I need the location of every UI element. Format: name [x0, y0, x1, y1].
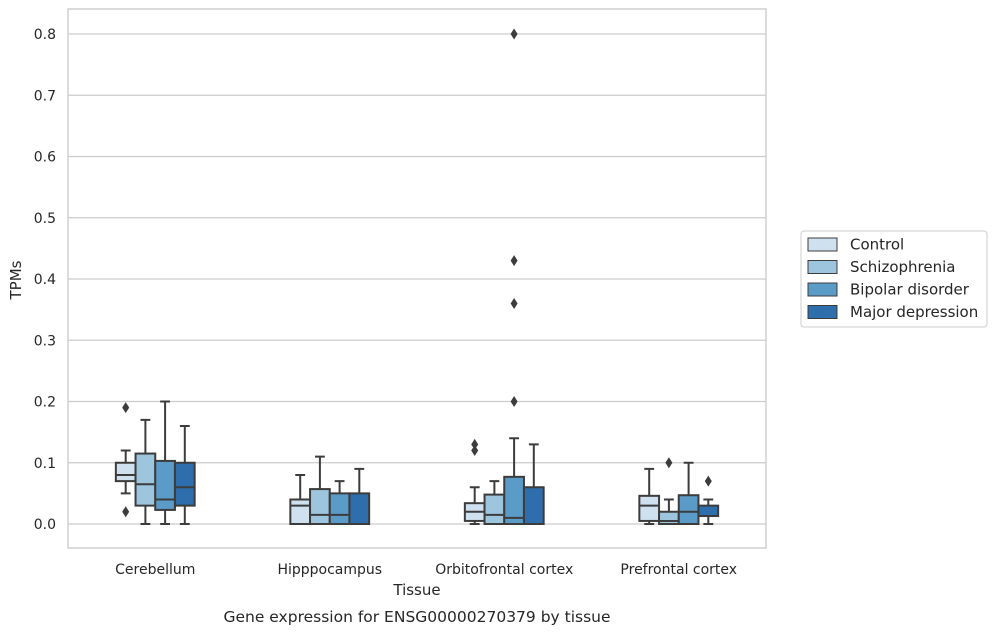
x-tick-label: Hipppocampus — [277, 562, 382, 578]
box-bipolar-disorder — [503, 28, 525, 525]
y-tick-label: 0.8 — [34, 27, 56, 43]
x-tick-label: Orbitofrontal cortex — [435, 562, 573, 578]
y-tick-label: 0.0 — [34, 517, 56, 533]
box-iqr — [173, 461, 196, 507]
outlier-marker — [122, 402, 130, 414]
box-schizophrenia — [658, 457, 680, 525]
legend-swatch — [807, 260, 838, 274]
y-tick-label: 0.6 — [34, 150, 56, 166]
box-iqr — [697, 504, 720, 518]
box-iqr — [328, 492, 351, 525]
y-tick-label: 0.5 — [34, 211, 56, 227]
outlier-marker — [510, 28, 518, 40]
legend-label: Control — [850, 236, 904, 254]
box-iqr — [638, 494, 661, 522]
box-iqr — [114, 461, 137, 483]
box-iqr — [289, 498, 312, 525]
x-tick-labels: Cerebellum Hipppocampus Orbitofrontal cort… — [115, 562, 737, 578]
outlier-marker — [471, 445, 479, 456]
box-iqr — [154, 459, 176, 511]
box-schizophrenia — [483, 480, 506, 526]
legend-swatch — [807, 237, 838, 252]
box-iqr — [309, 488, 331, 525]
y-tick-labels: 0.0 0.1 0.2 0.3 0.4 0.5 0.6 0.7 0.8 — [34, 27, 56, 533]
box-iqr — [522, 486, 545, 525]
box-iqr — [483, 493, 506, 526]
legend-label: Schizophrenia — [850, 258, 955, 276]
x-tick-label: Prefrontal cortex — [620, 562, 737, 578]
box-bipolar-disorder — [154, 400, 176, 525]
box-iqr — [658, 510, 680, 525]
legend-swatch — [807, 282, 838, 297]
outlier-marker — [510, 255, 518, 267]
gridlines — [68, 33, 766, 525]
y-tick-label: 0.1 — [34, 456, 56, 472]
box-major-depression — [697, 475, 720, 525]
outlier-marker — [510, 396, 518, 407]
y-tick-label: 0.2 — [34, 395, 56, 411]
box-control — [114, 402, 137, 518]
outlier-marker — [122, 506, 130, 518]
legend: Control Schizophrenia Bipolar disorder Majo… — [800, 230, 988, 328]
boxes — [114, 28, 720, 526]
box-control — [463, 438, 486, 525]
y-axis-title: TPMs — [7, 260, 25, 300]
box-bipolar-disorder — [328, 480, 351, 525]
box-control — [638, 467, 661, 525]
plot-area-frame — [67, 8, 767, 549]
y-tick-label: 0.4 — [34, 272, 56, 288]
box-major-depression — [348, 467, 371, 525]
legend-label: Bipolar disorder — [850, 281, 970, 299]
x-axis-title: Tissue — [392, 581, 440, 599]
x-tick-label: Cerebellum — [115, 562, 195, 578]
outlier-marker — [471, 438, 479, 450]
y-tick-label: 0.3 — [34, 333, 56, 349]
box-bipolar-disorder — [677, 461, 700, 525]
box-iqr — [134, 452, 157, 507]
legend-swatch — [807, 305, 838, 319]
box-major-depression — [522, 443, 545, 525]
box-schizophrenia — [309, 455, 331, 525]
box-iqr — [348, 492, 371, 525]
legend-label: Major depression — [850, 303, 978, 321]
box-major-depression — [173, 425, 196, 525]
outlier-marker — [665, 457, 673, 469]
outlier-marker — [704, 475, 712, 487]
box-control — [289, 474, 312, 525]
chart-caption: Gene expression for ENSG00000270379 by t… — [223, 608, 610, 626]
legend-frame — [800, 230, 988, 328]
y-tick-label: 0.7 — [34, 88, 56, 104]
outlier-marker — [510, 298, 518, 309]
box-iqr — [677, 494, 700, 525]
box-schizophrenia — [134, 418, 157, 525]
